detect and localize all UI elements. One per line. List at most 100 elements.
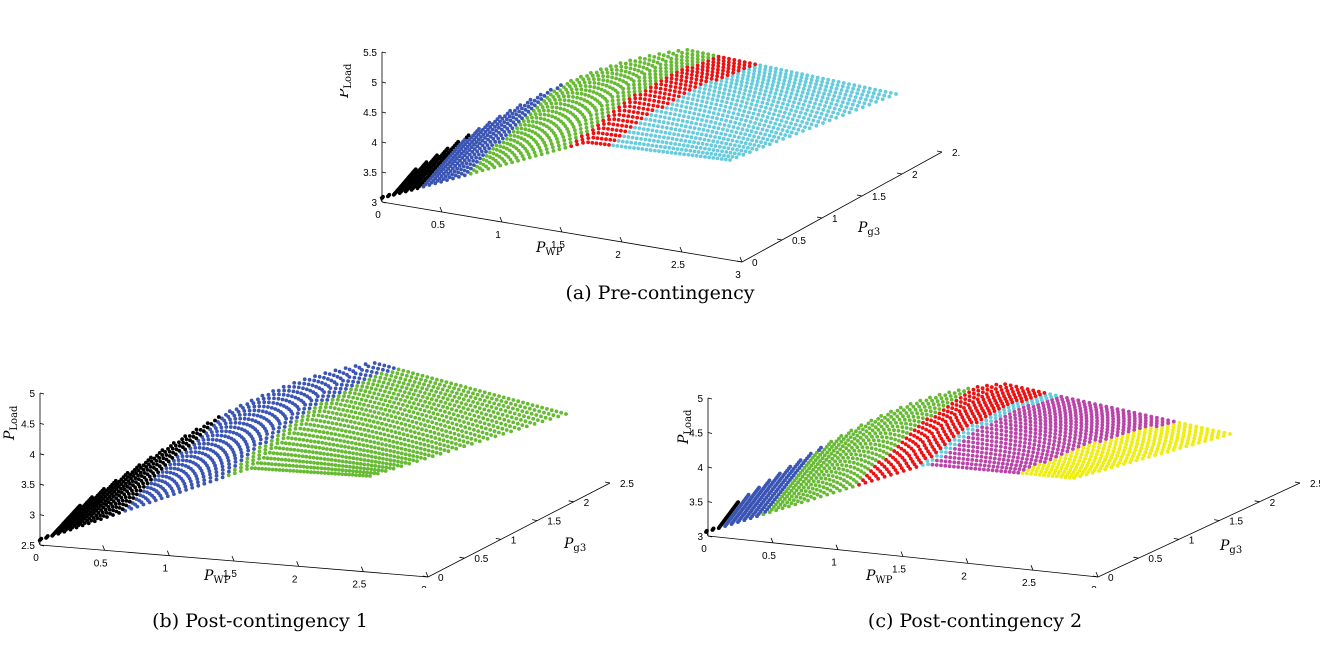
surface-point (1074, 451, 1079, 456)
surface-point (1074, 426, 1078, 431)
surface-point (465, 416, 469, 420)
surface-point (271, 451, 276, 455)
surface-point (1058, 433, 1062, 437)
surface-point (313, 374, 317, 378)
surface-point (680, 54, 684, 59)
surface-point (314, 384, 318, 389)
surface-point (346, 394, 351, 399)
surface-point (205, 447, 210, 451)
surface-point (374, 371, 379, 375)
surface-point (858, 96, 863, 101)
surface-point (591, 131, 596, 136)
surface-point (466, 398, 471, 403)
surface-point (299, 398, 304, 403)
surface-point (434, 421, 439, 426)
surface-point (290, 458, 295, 463)
surface-point (232, 471, 237, 476)
surface-point (728, 158, 732, 162)
surface-point (488, 140, 493, 144)
surface-point (1079, 418, 1084, 422)
surface-point (277, 446, 282, 450)
surface-point (1095, 449, 1100, 453)
surface-point (205, 425, 210, 430)
surface-point (651, 123, 656, 128)
surface-point (734, 82, 739, 87)
surface-point (249, 398, 254, 403)
surface-point (532, 150, 537, 155)
surface-point (789, 91, 794, 96)
surface-point (589, 113, 593, 118)
surface-point (695, 50, 700, 54)
surface-point (836, 456, 840, 460)
surface-point (600, 131, 605, 136)
surface-point (610, 75, 614, 80)
surface-point (809, 476, 814, 480)
surface-point (292, 385, 297, 389)
surface-point (1048, 427, 1053, 432)
surface-point (592, 85, 597, 90)
y-tick-label: 1 (832, 214, 838, 225)
surface-point (399, 421, 404, 426)
surface-point (605, 90, 610, 95)
surface-point (370, 404, 375, 409)
surface-point (362, 427, 367, 432)
y-axis-line (427, 482, 611, 578)
surface-point (753, 62, 757, 67)
surface-point (1081, 445, 1086, 450)
surface-point (772, 112, 776, 117)
surface-point (1119, 440, 1123, 445)
surface-point (785, 500, 790, 505)
y-axis-label: Pg3 (563, 536, 586, 554)
surface-point (459, 392, 464, 397)
surface-point (825, 486, 830, 491)
surface-point (1089, 464, 1094, 469)
surface-point (317, 386, 322, 391)
surface-point (495, 122, 500, 127)
z-tick-label: 4 (371, 138, 377, 149)
surface-point (627, 93, 632, 98)
surface-point (570, 104, 574, 109)
surface-point (425, 433, 429, 438)
surface-point (399, 451, 404, 456)
surface-point (357, 401, 362, 406)
surface-point (622, 108, 627, 113)
surface-point (1076, 444, 1081, 449)
surface-point (750, 146, 755, 151)
surface-point (588, 84, 592, 89)
surface-point (251, 461, 255, 466)
surface-point (1032, 410, 1037, 415)
surface-point (366, 454, 370, 458)
surface-point (1104, 433, 1109, 438)
z-tick-label: 3.5 (363, 168, 377, 179)
surface-point (648, 85, 653, 90)
surface-point (787, 125, 791, 130)
surface-point (690, 72, 694, 77)
surface-point (1080, 449, 1085, 453)
surface-point (558, 106, 563, 111)
surface-point (808, 470, 813, 475)
surface-point (377, 460, 382, 465)
surface-point (496, 161, 501, 165)
surface-point (454, 382, 458, 387)
surface-point (462, 158, 467, 163)
surface-point (523, 146, 527, 151)
surface-point (1063, 417, 1068, 422)
surface-point (815, 75, 820, 80)
surface-point (875, 434, 880, 439)
surface-point (686, 152, 691, 157)
surface-point (506, 405, 511, 410)
surface-point (794, 109, 798, 114)
chart-b-plot: 00.511.522.5300.511.522.52.533.544.55PWP… (2, 361, 634, 588)
surface-point (112, 489, 117, 494)
surface-point (138, 493, 143, 498)
surface-point (401, 381, 406, 386)
surface-point (411, 444, 415, 449)
surface-point (761, 114, 765, 118)
surface-point (553, 97, 557, 102)
surface-point (497, 130, 501, 135)
surface-point (544, 124, 549, 129)
surface-point (531, 416, 536, 421)
surface-point (372, 440, 377, 445)
surface-point (809, 463, 814, 468)
surface-point (1151, 442, 1156, 447)
